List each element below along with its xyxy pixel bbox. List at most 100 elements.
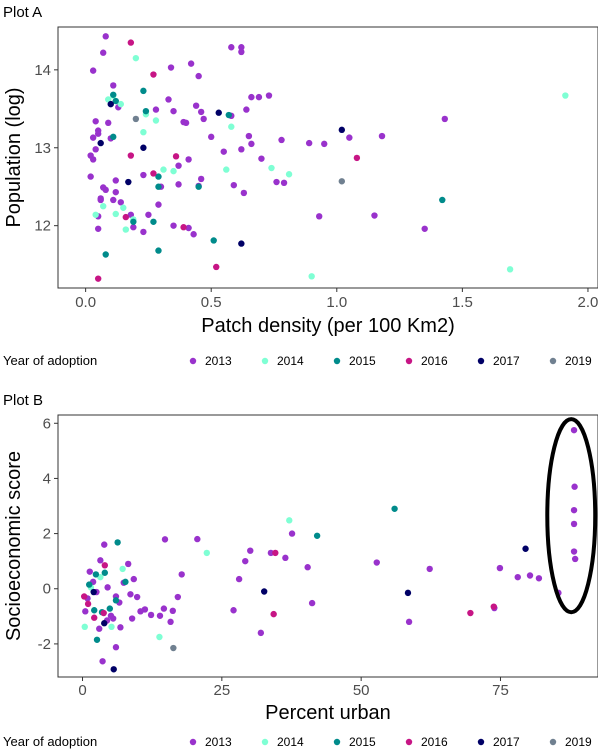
plot-1-legend: Year of adoption 2013 2014 2015 2016 2017 2019 [3, 734, 592, 749]
legend-label-2016: 2016 [421, 354, 448, 368]
plot-0-point-2013 [346, 134, 353, 141]
plot-0-point-2013 [197, 108, 205, 116]
plot-0-point-2013 [238, 44, 245, 51]
plot-1-point-2015 [101, 569, 109, 576]
plot-0-point-2013 [140, 171, 147, 179]
plot-1-y-tick-label: 4 [43, 470, 51, 487]
plot-0-point-2013 [127, 211, 135, 218]
plot-1-point-2013 [242, 557, 249, 565]
plot-1-point-2016 [272, 549, 279, 557]
plot-0-point-2013 [238, 48, 245, 56]
plot-0-point-2014 [228, 123, 235, 130]
plot-1-point-2016 [467, 609, 474, 617]
legend-title: Year of adoption [3, 353, 97, 368]
plot-1-point-2016 [270, 610, 277, 618]
plot-1-point-2013 [137, 608, 144, 615]
legend-label-2017: 2017 [493, 354, 520, 368]
plot-1-point-2013 [117, 624, 124, 631]
legend-key-2014 [261, 738, 269, 746]
plot-0-point-2015 [142, 107, 150, 115]
plot-0-point-2013 [378, 132, 386, 140]
plot-1-point-2015 [122, 578, 129, 586]
plot-0-point-2019 [338, 178, 346, 185]
plot-0-point-2015 [195, 183, 202, 190]
plot-0-point-2015 [150, 218, 157, 225]
plot-1-point-2014 [81, 623, 88, 631]
plot-1-point-2013 [160, 605, 168, 612]
plot-0-point-2013 [371, 212, 378, 219]
legend-label-2014: 2014 [277, 735, 304, 749]
plot-0-point-2013 [192, 102, 200, 109]
plot-0-point-2013 [170, 107, 177, 115]
plot-0-point-2014 [506, 266, 514, 273]
plot-1-frame [57, 414, 598, 678]
plot-0-point-2013 [265, 92, 273, 99]
plot-0-frame [57, 26, 598, 289]
plot-0-x-tick-label: 1.5 [452, 294, 473, 311]
legend-key-2013 [189, 738, 197, 746]
plot-0-x-tick-label: 0.5 [201, 294, 222, 311]
plot-0-point-2015 [102, 251, 109, 258]
plot-1-point-2013 [405, 618, 413, 626]
plot-0-point-2013 [240, 189, 248, 197]
plot-0-point-2014 [285, 171, 293, 178]
plot-0-point-2013 [87, 152, 94, 159]
plot-1-point-2013 [257, 629, 265, 637]
plot-0-legend: Year of adoption 2013 2014 2015 2016 2017 2019 [3, 353, 592, 368]
plot-0-point-2013 [316, 213, 323, 220]
plot-0-point-2015 [439, 196, 446, 204]
plot-1-point-2017 [522, 545, 529, 552]
plot-0-point-2013 [170, 222, 177, 229]
plot-0-point-2013 [117, 199, 124, 206]
plot-0-point-2013 [441, 115, 448, 123]
plot-1-point-2019 [170, 644, 177, 652]
plot-1-point-2013 [496, 564, 504, 572]
plot-1-y-tick-label: 2 [43, 526, 51, 543]
plot-0-point-2013 [102, 186, 109, 194]
plot-1-point-2014 [156, 633, 163, 641]
plot-1-point-2013 [82, 608, 89, 615]
legend-label-2014: 2014 [277, 354, 304, 368]
plot-0-point-2014 [140, 128, 147, 136]
plot-0-point-2014 [120, 204, 127, 211]
plot-1-point-2013 [426, 565, 433, 573]
plot-0-point-2014 [160, 166, 167, 173]
plot-0-point-2013 [190, 231, 197, 238]
plot-0-point-2013 [182, 119, 190, 127]
plot-1-point-2015 [91, 607, 98, 614]
plot-0-point-2013 [248, 140, 255, 148]
plot-1: Plot B 0 25 50 75 -2 0 2 4 6 Percent urban Socioeco… [3, 392, 598, 749]
plot-0-point-2014 [132, 54, 140, 62]
plot-0-point-2013 [152, 106, 160, 113]
plot-1-point-2014 [203, 549, 210, 557]
plot-1-point-2015 [391, 505, 398, 512]
plot-0-point-2013 [273, 178, 280, 186]
plot-1-point-2013 [571, 555, 579, 563]
plot-0-point-2015 [155, 183, 162, 190]
plot-0-point-2013 [185, 156, 192, 163]
plot-1-point-2017 [101, 620, 108, 627]
plot-0: Plot A 0.0 0.5 1.0 1.5 2.0 12 13 14 Patch density… [3, 4, 598, 368]
plot-1-point-2015 [106, 605, 114, 612]
plot-0-point-2013 [100, 49, 107, 56]
plot-0-point-2014 [112, 210, 119, 218]
plot-0-point-2013 [195, 72, 202, 80]
plot-1-point-2016 [101, 562, 109, 569]
legend-key-2014 [261, 357, 269, 365]
plot-1-point-2016 [84, 600, 92, 608]
plot-0-point-2015 [155, 173, 162, 180]
legend-key-2016 [405, 357, 413, 365]
plot-1-x-tick-label: 0 [78, 682, 86, 699]
plot-0-point-2013 [165, 96, 172, 103]
plot-0-y-tick-label: 13 [34, 140, 51, 157]
plot-1-point-2015 [112, 597, 120, 604]
plot-0-point-2016 [180, 224, 187, 231]
legend-key-2019 [549, 738, 557, 746]
plot-0-point-2013 [130, 224, 137, 231]
legend-label-2013: 2013 [205, 354, 232, 368]
plot-0-point-2013 [175, 181, 182, 188]
plot-1-point-2015 [114, 539, 121, 546]
plot-0-point-2013 [305, 139, 313, 147]
plot-0-point-2016 [353, 154, 361, 162]
plot-1-point-2014 [108, 623, 115, 631]
